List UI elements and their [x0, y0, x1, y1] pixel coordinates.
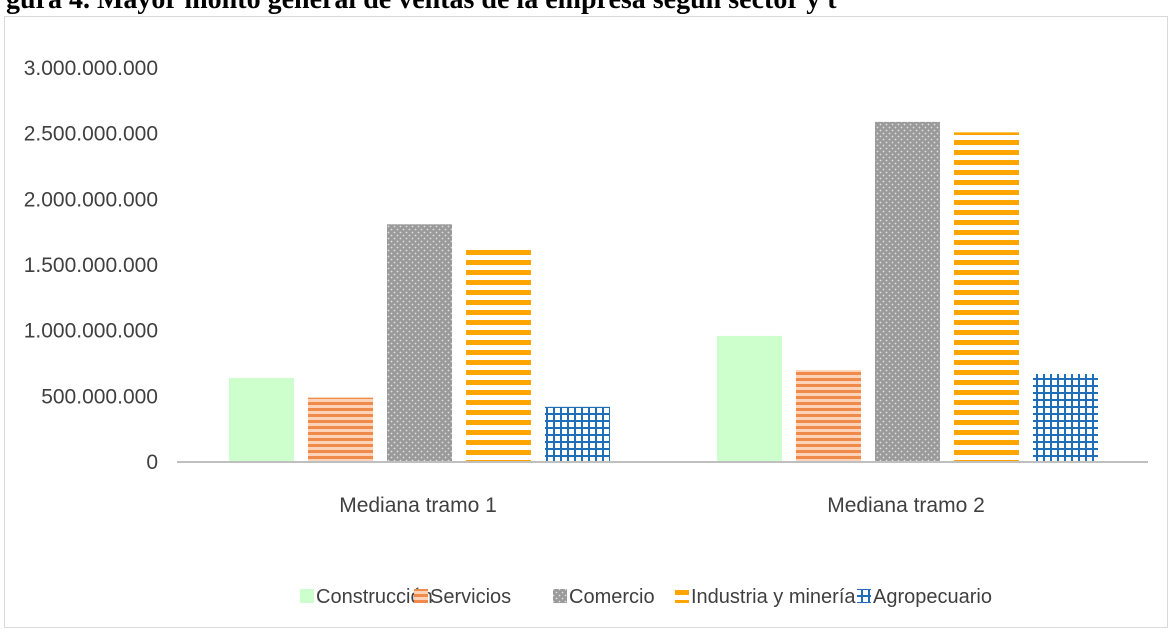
bar-agropecuario-1: [545, 406, 610, 462]
legend-swatch: [857, 589, 871, 603]
bar-construcci-n-2: [717, 335, 782, 462]
y-tick-label: 3.000.000.000: [24, 57, 158, 80]
y-tick-label: 1.000.000.000: [24, 320, 158, 343]
legend-swatch: [300, 589, 314, 603]
bar-comercio-1: [387, 224, 452, 462]
bar-industria-y-miner-a-2: [954, 132, 1019, 462]
bar-industria-y-miner-a-1: [466, 249, 531, 462]
legend-swatch: [675, 589, 689, 603]
x-category-label: Mediana tramo 1: [339, 494, 497, 517]
y-tick-label: 0: [146, 451, 158, 474]
bars: [229, 121, 1098, 462]
y-axis-ticks: 0 500.000.000 1.000.000.000 1.500.000.000 2.…: [24, 57, 158, 474]
chart-frame: [4, 16, 1168, 628]
x-axis-categories: Mediana tramo 1 Mediana tramo 2: [339, 494, 985, 517]
bar-construcci-n-1: [229, 377, 294, 462]
legend-label: Industria y minería: [691, 586, 856, 608]
legend-label: Servicios: [430, 586, 511, 608]
y-tick-label: 2.500.000.000: [24, 123, 158, 146]
legend-label: Comercio: [569, 586, 655, 608]
legend-swatch: [414, 589, 428, 603]
y-tick-label: 500.000.000: [41, 385, 158, 408]
legend-swatch: [553, 589, 567, 603]
bar-comercio-2: [875, 121, 940, 462]
x-category-label: Mediana tramo 2: [827, 494, 985, 517]
bar-servicios-1: [308, 397, 373, 462]
bar-servicios-2: [796, 370, 861, 462]
bar-agropecuario-2: [1033, 374, 1098, 462]
legend-label: Construcción: [316, 586, 433, 608]
y-tick-label: 1.500.000.000: [24, 254, 158, 277]
chart-title-strip: gura 4. Mayor monto general de ventas de…: [0, 0, 1174, 16]
y-tick-label: 2.000.000.000: [24, 188, 158, 211]
chart-header-fragment: gura 4. Mayor monto general de ventas de…: [6, 0, 837, 16]
legend-label: Agropecuario: [873, 586, 992, 608]
